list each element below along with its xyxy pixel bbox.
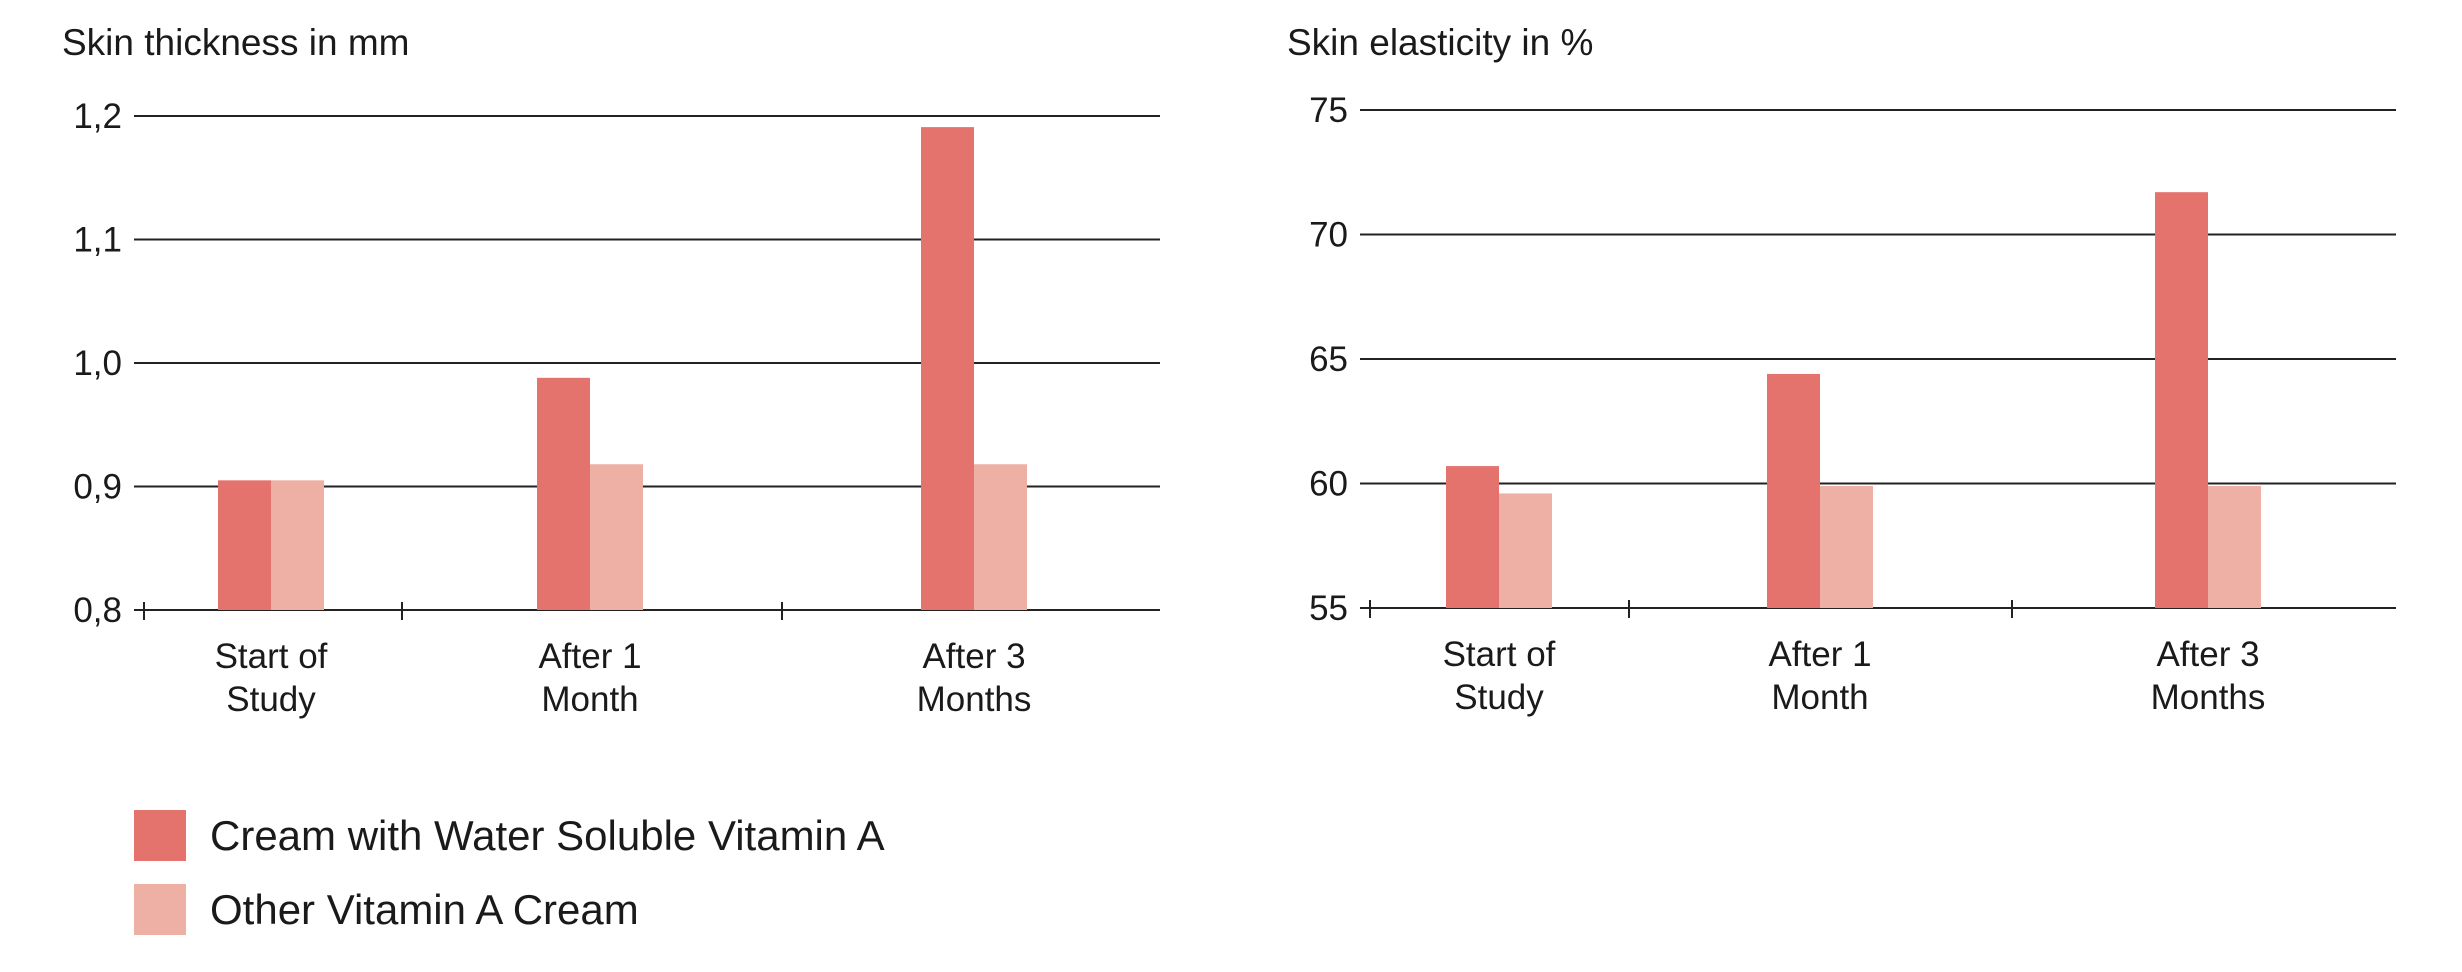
legend-label: Cream with Water Soluble Vitamin A (210, 812, 885, 859)
bar-other-2 (2208, 485, 2261, 608)
legend-label: Other Vitamin A Cream (210, 886, 639, 933)
y-tick-label: 60 (1309, 465, 1348, 504)
x-category-label: Start of (1443, 635, 1556, 674)
bar-other-2 (974, 464, 1027, 610)
y-tick-label: 65 (1309, 340, 1348, 379)
y-tick-label: 75 (1309, 91, 1348, 130)
y-tick-label: 1,0 (73, 344, 122, 383)
legend: Cream with Water Soluble Vitamin A Other … (134, 810, 885, 935)
bar-water-soluble-1 (1767, 373, 1820, 608)
chart-title: Skin thickness in mm (62, 22, 410, 63)
skin-elasticity-chart: Skin elasticity in % 55 60 65 70 75 Start of St… (1287, 22, 2396, 717)
x-category-label: After 3 (922, 637, 1025, 676)
bar-water-soluble-0 (218, 480, 271, 610)
bar-water-soluble-2 (921, 127, 974, 611)
bar-other-0 (1499, 493, 1552, 608)
skin-thickness-chart: Skin thickness in mm 0,8 0,9 1,0 1,1 1,2 Start… (62, 22, 1160, 719)
y-tick-label: 0,9 (73, 468, 122, 507)
x-category-label: Month (1771, 678, 1868, 717)
x-category-label: After 1 (1768, 635, 1871, 674)
chart-title: Skin elasticity in % (1287, 22, 1593, 63)
legend-swatch (134, 810, 186, 861)
y-tick-label: 55 (1309, 589, 1348, 628)
bar-other-1 (1820, 485, 1873, 608)
legend-swatch (134, 884, 186, 935)
bar-other-1 (590, 464, 643, 610)
y-tick-label: 1,1 (73, 221, 122, 260)
y-tick-label: 1,2 (73, 97, 122, 136)
bar-water-soluble-0 (1446, 466, 1499, 608)
x-category-label: Months (2151, 678, 2266, 717)
bar-other-0 (271, 480, 324, 610)
x-category-label: Months (917, 680, 1032, 719)
x-category-label: After 1 (538, 637, 641, 676)
bar-water-soluble-1 (537, 377, 590, 610)
y-tick-label: 70 (1309, 216, 1348, 255)
x-category-label: Start of (215, 637, 328, 676)
x-category-label: Study (1454, 678, 1544, 717)
bar-water-soluble-2 (2155, 192, 2208, 609)
x-category-label: After 3 (2156, 635, 2259, 674)
x-category-label: Study (226, 680, 316, 719)
y-tick-label: 0,8 (73, 591, 122, 630)
x-category-label: Month (541, 680, 638, 719)
